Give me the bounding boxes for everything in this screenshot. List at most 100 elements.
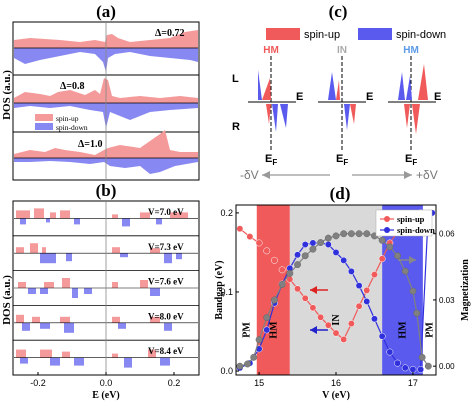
x-tick-label: 17 [408,378,418,388]
data-point [363,286,371,294]
dos-down-lobe [398,72,405,100]
data-point [301,241,309,248]
dos-up-block [62,278,70,288]
data-point [371,315,378,323]
row-label: Δ=0.8 [60,81,84,92]
data-point [394,359,401,367]
data-point [301,252,309,260]
phase-region-pm [236,205,257,375]
data-point [317,239,325,246]
band-label: HM [263,45,279,56]
legend-label-up: spin-up [56,114,79,123]
dos-up-block [16,247,24,254]
data-point [424,362,432,370]
dos-up-lobe [336,80,340,100]
dos-down-block [84,288,92,294]
data-point [332,232,340,240]
dos-down-block [50,357,60,366]
region-label: IN [331,314,342,326]
data-point [294,261,301,269]
legend-swatch-down [35,123,53,130]
data-point [324,234,332,242]
dos-down-block [66,253,72,262]
panel-b: (b) DOS (a.u.) V=7.0 eV V=7.3 eV V=7.6 eV V… [1,181,200,401]
data-point [418,353,426,361]
dos-down-block [40,288,48,294]
data-point [263,314,271,322]
dos-up-lobe [350,104,356,124]
dos-down-lobe [344,104,350,130]
dos-up-lobe [262,78,271,100]
dos-up-block [40,349,52,358]
data-point [317,313,325,321]
region-label: HM [398,321,409,339]
dos-up-block [150,248,160,254]
dos-up-block [16,349,26,358]
energy-label: E [366,91,373,103]
panel-b-row-1: V=7.0 eV [14,207,198,227]
data-point [386,348,394,356]
dos-down-block [40,322,50,329]
side-label-L: L [232,73,239,85]
dos-up-block [148,349,156,358]
legend-label-up: spin-up [304,29,340,41]
x-tick-label: 16 [331,378,341,388]
row-label: V=7.6 eV [148,277,184,287]
x-tick-label: -0.2 [30,378,46,388]
dos-up-block [18,282,26,288]
side-label-R: R [232,121,240,133]
data-point [401,267,409,275]
dos-up-block [112,214,118,219]
dos-down-block [176,253,182,260]
region-label: HM [268,321,279,339]
dos-up-block [50,212,56,219]
data-point [409,287,417,295]
dos-down-block [124,357,132,368]
row-label: V=7.0 eV [148,207,184,217]
dos-down-block [64,322,74,333]
legend-label: spin-down [397,225,435,235]
data-point [263,326,271,334]
dos-down-block [40,253,56,264]
panel-a-ylabel: DOS (a.u.) [1,70,13,120]
legend-label: spin-up [397,214,425,224]
legend-label-down: spin-down [56,123,88,132]
data-point [294,251,301,259]
dos-down-block [22,322,30,331]
arrow-right-head [404,171,412,179]
dos-down-lobe [328,72,336,100]
dos-up-block [140,212,150,219]
data-point [255,336,263,344]
dos-up-lobe [412,104,420,134]
data-point [324,241,332,248]
data-point [246,233,254,241]
data-point [347,267,355,275]
dos-up-block [44,282,54,288]
data-point [309,304,317,312]
y-tick-label-right: 0.06 [439,230,455,239]
dos-down-block [120,253,128,258]
panel-b-xlabel: E (eV) [92,390,120,401]
data-point [409,366,417,373]
dos-up-block [32,316,40,323]
phase-region-hm [256,205,290,375]
y-tick-label-left: 0.2 [220,208,233,218]
legend-label-down: spin-down [396,29,446,41]
x-tick-label: 15 [254,378,264,388]
data-point [363,298,371,305]
dos-up-block [60,316,70,323]
region-label: PM [241,322,252,338]
band-label: IN [337,45,347,56]
dos-down-block [122,218,130,227]
data-point [278,266,286,274]
dos-up-block [16,314,24,323]
dos-down-block [74,218,80,225]
data-point [244,360,251,368]
data-point [271,296,278,304]
data-point [263,247,271,255]
dos-down-curve [14,158,198,174]
dos-up-block [62,351,70,358]
data-point [363,230,371,238]
